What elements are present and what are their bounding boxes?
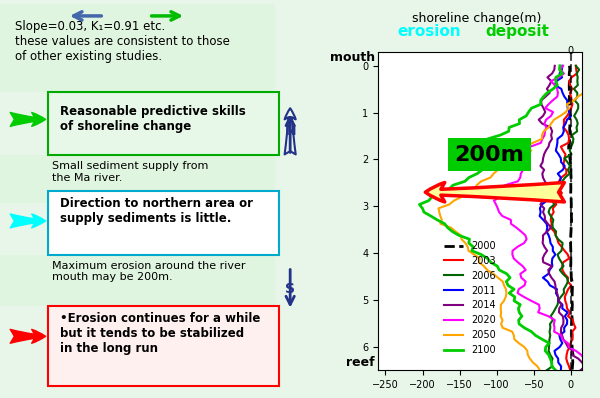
2003 [561,248,568,253]
Line: 2003: 2003 [551,66,577,370]
2006 [543,368,550,373]
2050 [475,260,482,265]
2020 [517,271,524,276]
FancyBboxPatch shape [0,4,275,92]
2014 [539,260,547,265]
2011 [559,63,566,68]
Line: 2000: 2000 [569,66,573,370]
2011 [544,198,551,203]
Text: S: S [285,281,295,296]
Line: 2014: 2014 [539,66,585,370]
2000 [566,63,573,68]
2003 [552,198,559,203]
Text: 200m: 200m [454,145,524,165]
Text: N: N [284,124,296,139]
2000 [569,368,576,373]
Text: 0: 0 [568,46,574,56]
2020 [490,198,497,203]
FancyBboxPatch shape [49,191,279,255]
2000 [567,244,574,249]
Line: 2020: 2020 [494,66,593,370]
2011 [548,260,556,265]
2100 [556,63,563,68]
2000 [568,198,575,203]
Text: mouth: mouth [330,51,375,64]
2003 [558,244,565,249]
2050 [464,244,471,249]
2020 [514,260,521,265]
2020 [559,63,566,68]
2050 [510,333,517,338]
2020 [509,248,516,253]
2100 [532,333,539,338]
2006 [572,63,580,68]
2000 [567,260,574,265]
2020 [514,244,521,249]
Line: 2011: 2011 [539,66,571,370]
Text: Direction to northern area or
supply sediments is little.: Direction to northern area or supply sed… [59,197,253,225]
2020 [588,368,595,373]
Text: Slope=0.03, K₁=0.91 etc.
these values are consistent to those
of other existing : Slope=0.03, K₁=0.91 etc. these values ar… [15,20,230,63]
2100 [468,248,475,253]
2011 [549,244,556,249]
2011 [545,271,552,276]
Text: reef: reef [346,356,375,369]
2003 [569,333,576,338]
Text: deposit: deposit [485,24,549,39]
2100 [470,244,477,249]
2014 [539,198,546,203]
2014 [559,333,566,338]
FancyBboxPatch shape [49,92,279,155]
2006 [559,244,566,249]
2006 [559,271,566,276]
Text: •Erosion continues for a while
but it tends to be stabilized
in the long run: •Erosion continues for a while but it te… [59,312,260,355]
Legend: 2000, 2003, 2006, 2011, 2014, 2020, 2050, 2100: 2000, 2003, 2006, 2011, 2014, 2020, 2050… [440,237,500,359]
2100 [552,368,559,373]
2000 [568,333,575,338]
2003 [572,63,580,68]
2006 [558,248,565,253]
Line: 2006: 2006 [547,66,579,370]
Line: 2050: 2050 [439,66,600,370]
2100 [503,271,511,276]
2011 [549,248,556,253]
2050 [536,368,543,373]
2050 [490,271,497,276]
Text: Reasonable predictive skills
of shoreline change: Reasonable predictive skills of shorelin… [59,105,245,133]
FancyBboxPatch shape [0,255,275,306]
Text: erosion: erosion [397,24,461,39]
2011 [557,368,565,373]
Text: Maximum erosion around the river
mouth may be 200m.: Maximum erosion around the river mouth m… [52,261,245,282]
2100 [487,260,494,265]
2003 [560,260,567,265]
2000 [567,248,574,253]
FancyBboxPatch shape [0,155,275,203]
2014 [541,244,548,249]
2020 [558,333,565,338]
2050 [465,248,472,253]
Text: shoreline change(m): shoreline change(m) [412,12,542,25]
2014 [544,248,551,253]
Text: Small sediment supply from
the Ma river.: Small sediment supply from the Ma river. [52,161,208,183]
2014 [545,271,553,276]
FancyBboxPatch shape [49,306,279,386]
2014 [577,368,584,373]
2011 [556,333,563,338]
2050 [451,198,458,203]
2003 [561,271,568,276]
2014 [551,63,559,68]
2100 [425,198,433,203]
2006 [547,333,554,338]
2000 [568,271,575,276]
Line: 2100: 2100 [419,66,562,370]
2003 [566,368,574,373]
2006 [549,198,556,203]
2006 [558,260,565,265]
